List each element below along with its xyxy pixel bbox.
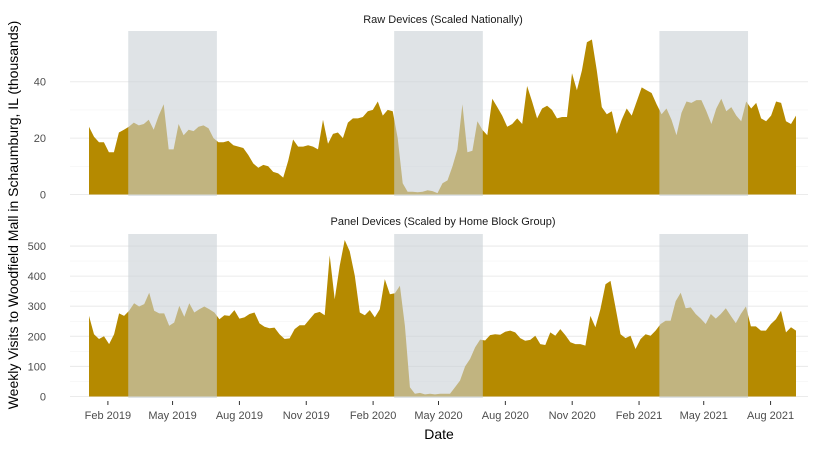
x-tick-label: Aug 2020 — [482, 410, 529, 422]
x-axis-label: Date — [424, 426, 454, 442]
x-tick-label: May 2021 — [680, 410, 728, 422]
panel-1: 0 20 40 Raw Devices (Scaled Nationally) — [34, 14, 808, 202]
shaded-period — [394, 234, 483, 398]
visits-area — [89, 240, 796, 397]
y-tick-label: 0 — [40, 190, 46, 202]
y-tick-label: 500 — [28, 241, 46, 253]
y-tick-label: 300 — [28, 301, 46, 313]
x-tick-label: Aug 2019 — [216, 410, 263, 422]
y-tick-label: 40 — [34, 77, 46, 89]
panel-title: Panel Devices (Scaled by Home Block Grou… — [331, 216, 556, 228]
y-axis-label: Weekly Visits to Woodfield Mall in Schau… — [5, 21, 21, 410]
x-tick-label: Feb 2019 — [85, 410, 131, 422]
y-tick-label: 0 — [40, 392, 46, 404]
y-tick-label: 20 — [34, 133, 46, 145]
x-tick-label: Feb 2020 — [350, 410, 396, 422]
shaded-period — [128, 234, 217, 398]
shaded-period — [128, 31, 217, 196]
shaded-period — [659, 31, 749, 196]
y-tick-label: 400 — [28, 271, 46, 283]
x-tick-label: Feb 2021 — [616, 410, 662, 422]
x-tick-label: Nov 2019 — [283, 410, 330, 422]
panel-2: 0 100 200 300 400 500 Panel Devices (Scaled by… — [28, 216, 808, 404]
shaded-period — [394, 31, 483, 196]
x-tick-label: May 2020 — [414, 410, 462, 422]
visits-area — [89, 39, 796, 195]
y-tick-label: 200 — [28, 331, 46, 343]
panel-title: Raw Devices (Scaled Nationally) — [363, 14, 523, 26]
x-tick-label: May 2019 — [148, 410, 196, 422]
y-tick-label: 100 — [28, 361, 46, 373]
x-tick-label: Nov 2020 — [549, 410, 596, 422]
x-tick-label: Aug 2021 — [747, 410, 794, 422]
shaded-period — [659, 234, 749, 398]
